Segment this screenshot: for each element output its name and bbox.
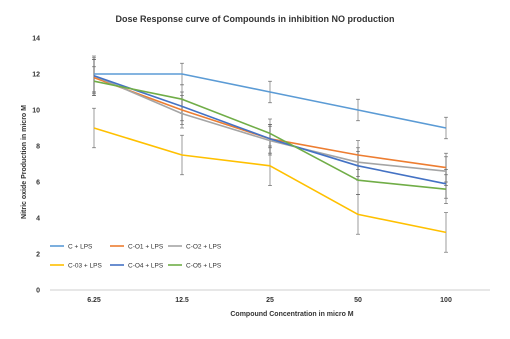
x-tick-label: 25 [266,297,274,304]
x-tick-label: 50 [354,297,362,304]
y-tick-label: 0 [36,288,40,295]
chart-title: Dose Response curve of Compounds in inhi… [115,14,394,24]
series-line [93,80,447,190]
legend: C + LPS C-O1 + LPS C-O2 + LPS C-03 + LPS C-O… [50,243,222,269]
y-tick-label: 12 [32,72,40,79]
series-lines [93,73,447,234]
x-axis-label: Compound Concentration in micro M [230,311,353,318]
y-tick-label: 14 [32,36,40,43]
series-line [94,73,447,129]
series-line [93,75,447,185]
series-line [93,75,447,172]
legend-item-label: C-O2 + LPS [186,243,222,250]
legend-item-label: C + LPS [68,243,93,250]
y-tick-label: 4 [36,216,40,223]
x-tick-label: 12.5 [175,297,189,304]
x-tick-label: 6.25 [87,297,101,304]
error-bars [92,55,448,253]
y-tick-label: 10 [32,108,40,115]
legend-item-label: C-O4 + LPS [128,262,164,269]
legend-item-label: C-03 + LPS [68,262,102,269]
y-tick-label: 6 [36,180,40,187]
y-tick-labels: 0 2 4 6 8 10 12 14 [32,36,40,295]
y-tick-label: 8 [36,144,40,151]
x-tick-label: 100 [440,297,452,304]
series-line [93,127,447,234]
legend-item-label: C-O5 + LPS [186,262,222,269]
x-tick-labels: 6.25 12.5 25 50 100 [87,297,452,304]
legend-item-label: C-O1 + LPS [128,243,164,250]
y-tick-label: 2 [36,252,40,259]
y-axis-label: Nitric oxide Production in micro M [21,105,28,219]
